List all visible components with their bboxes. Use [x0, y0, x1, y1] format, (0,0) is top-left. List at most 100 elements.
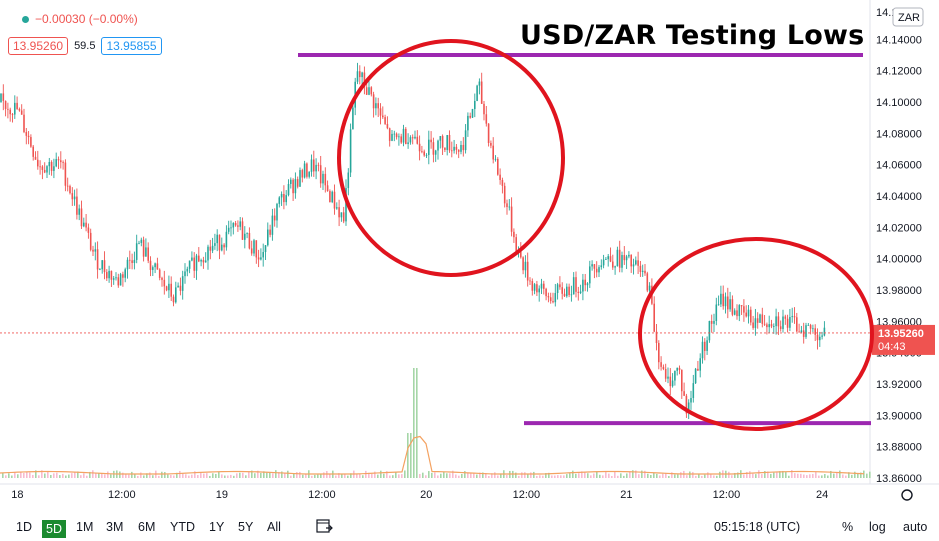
highs-circle	[337, 39, 565, 277]
volume-bar	[821, 475, 823, 478]
log-scale-toggle[interactable]: log	[869, 520, 886, 534]
candle-body	[60, 160, 62, 163]
candle-body	[717, 304, 720, 306]
volume-bar	[263, 471, 265, 478]
candle-body	[193, 257, 195, 271]
time-axis-label: 20	[420, 489, 432, 501]
candle-body	[704, 341, 706, 351]
volume-bar	[785, 471, 787, 478]
candle-body	[57, 159, 60, 161]
volume-bar	[533, 471, 535, 478]
candle-body	[214, 243, 216, 246]
period-6m[interactable]: 6M	[138, 520, 156, 534]
candle-body	[108, 270, 110, 279]
volume-bar	[410, 433, 412, 478]
candle-body	[184, 271, 186, 277]
candle-body	[186, 268, 189, 272]
candle-body	[533, 284, 536, 291]
volume-bar	[788, 475, 790, 478]
candle-body	[147, 247, 149, 261]
candle-body	[370, 87, 373, 95]
volume-bar	[584, 472, 586, 478]
volume-bar	[473, 473, 475, 478]
price-tick-label: 14.04000	[876, 191, 922, 203]
volume-bar	[674, 474, 676, 478]
candle-body	[543, 283, 545, 289]
candle-body	[635, 260, 637, 265]
candle-body	[135, 243, 138, 260]
volume-bar	[365, 470, 367, 478]
volume-bar	[575, 473, 577, 478]
volume-bar	[338, 473, 340, 478]
candle-body	[103, 260, 106, 273]
volume-bar	[761, 474, 763, 478]
volume-bar	[638, 474, 640, 478]
volume-bar	[272, 473, 274, 478]
volume-bar	[686, 475, 688, 478]
candle-body	[434, 150, 437, 155]
candle-body	[188, 260, 191, 269]
candle-body	[122, 274, 124, 278]
candle-body	[727, 296, 729, 310]
period-all[interactable]: All	[267, 520, 281, 534]
settings-gear-icon[interactable]	[901, 489, 913, 501]
candle-body	[648, 285, 651, 291]
price-tick-label: 13.98000	[876, 285, 922, 297]
candle-body	[503, 185, 506, 204]
period-3m[interactable]: 3M	[106, 520, 124, 534]
candle-body	[632, 264, 635, 267]
volume-bar	[11, 475, 13, 478]
candle-body	[299, 170, 301, 187]
volume-bar	[833, 473, 835, 478]
chart-title: USD/ZAR Testing Lows	[520, 20, 865, 51]
period-ytd[interactable]: YTD	[170, 520, 195, 534]
candle-body	[446, 135, 448, 150]
period-5d[interactable]: 5D	[42, 520, 66, 538]
utc-clock[interactable]: 05:15:18 (UTC)	[714, 520, 801, 534]
candle-body	[409, 137, 412, 143]
candle-body	[368, 87, 370, 95]
volume-bar	[425, 475, 427, 478]
candle-body	[421, 151, 423, 153]
volume-bar	[329, 473, 331, 478]
candle-body	[237, 225, 239, 227]
period-1m[interactable]: 1M	[76, 520, 94, 534]
date-range-icon[interactable]	[316, 518, 334, 537]
candle-body	[678, 367, 681, 370]
sell-price-box[interactable]: 13.95260	[8, 37, 69, 55]
volume-bar	[164, 472, 166, 478]
candle-body	[655, 331, 658, 344]
candle-body	[46, 166, 48, 173]
candle-body	[301, 170, 304, 178]
candle-body	[823, 327, 826, 336]
candle-body	[437, 140, 439, 151]
candle-body	[598, 267, 600, 273]
volume-bar	[350, 473, 352, 478]
candle-body	[501, 179, 504, 186]
candle-body	[372, 94, 375, 109]
volume-bar	[566, 474, 568, 478]
candle-body	[485, 114, 488, 124]
period-5y[interactable]: 5Y	[238, 520, 254, 534]
percent-scale-toggle[interactable]: %	[842, 520, 854, 534]
volume-bar	[347, 475, 349, 478]
candle-body	[563, 293, 566, 297]
buy-price-box[interactable]: 13.95855	[101, 37, 162, 55]
volume-bar	[698, 474, 700, 478]
volume-bar	[689, 471, 691, 478]
candle-body	[759, 314, 761, 323]
candle-body	[388, 128, 391, 141]
volume-bar	[377, 474, 379, 478]
time-axis-label: 19	[216, 489, 228, 501]
volume-bar	[149, 472, 151, 478]
volume-bar	[437, 475, 439, 478]
period-1y[interactable]: 1Y	[209, 520, 225, 534]
period-1d[interactable]: 1D	[16, 520, 32, 534]
volume-bar	[464, 471, 466, 478]
volume-bar	[626, 473, 628, 478]
volume-bar	[446, 473, 448, 478]
candle-body	[777, 316, 780, 327]
price-chart: 14.14000 14.12000 14.10000 14.08000 14.06000…	[0, 0, 939, 501]
auto-scale-toggle[interactable]: auto	[903, 520, 928, 534]
volume-bar	[335, 475, 337, 478]
